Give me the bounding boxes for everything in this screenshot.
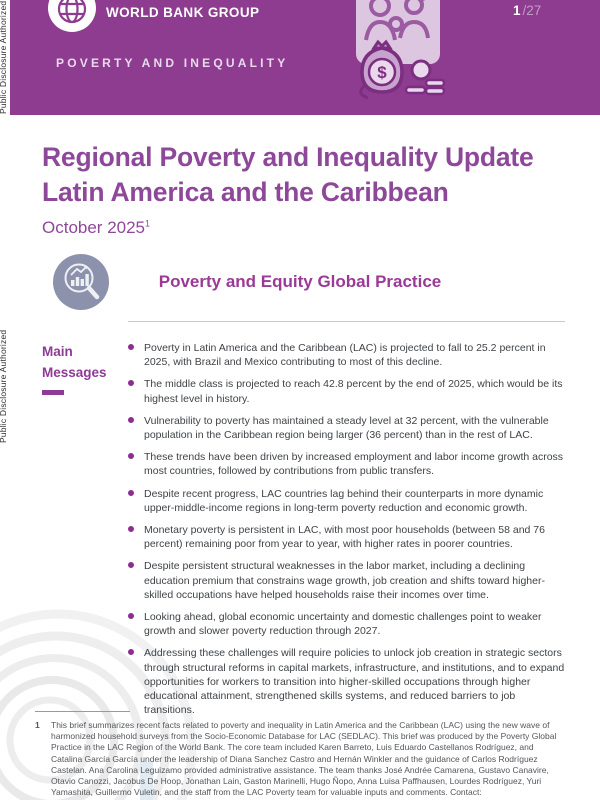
bullet-ring-icon [128, 649, 134, 656]
contact-email-link[interactable]: lac_stats@worldbank.org [51, 798, 147, 800]
bullet-ring-icon [128, 344, 134, 350]
list-item: Looking ahead, global economic uncertain… [128, 610, 566, 638]
footnote-number: 1 [35, 720, 40, 730]
date-footnote-marker: 1 [145, 218, 151, 229]
footnote-divider [35, 711, 130, 712]
report-date: October 20251 [42, 218, 151, 237]
lac-equity-lab-link[interactable]: LAC Equity Lab [367, 798, 426, 800]
poverty-family-money-icon: $ [356, 0, 446, 100]
magnifier-chart-icon [53, 254, 109, 310]
report-title: Regional Poverty and Inequality Update L… [42, 140, 582, 210]
list-item: Monetary poverty is persistent in LAC, w… [128, 523, 566, 551]
page-number-total: /27 [522, 3, 542, 18]
footnote-text: This brief summarizes recent facts relat… [51, 720, 567, 800]
world-bank-logo-icon [48, 0, 96, 32]
bullet-ring-icon [128, 562, 134, 569]
svg-text:$: $ [377, 63, 387, 82]
page-number: 1/27 [513, 3, 541, 18]
bullet-ring-icon [128, 489, 134, 496]
list-item: Despite recent progress, LAC countries l… [128, 487, 566, 515]
list-item: Poverty in Latin America and the Caribbe… [128, 341, 566, 369]
practice-heading: Poverty and Equity Global Practice [158, 272, 442, 291]
blue-strip-decoration [140, 762, 153, 800]
bullet-ring-icon [128, 453, 134, 460]
swirl-watermark [0, 609, 197, 800]
bullet-ring-icon [128, 526, 134, 533]
footnote: 1 This brief summarizes recent facts rel… [35, 720, 567, 800]
header-band: WORLD BANK GROUP POVERTY AND INEQUALITY … [10, 0, 600, 115]
report-title-line2: Latin America and the Caribbean [42, 177, 449, 207]
page-number-current: 1 [513, 3, 521, 18]
list-item: The middle class is projected to reach 4… [128, 377, 566, 405]
world-bank-group-wordmark: WORLD BANK GROUP [106, 5, 260, 20]
list-item: Vulnerability to poverty has maintained … [128, 414, 566, 442]
public-disclosure-label-top: Public Disclosure Authorized [0, 0, 8, 114]
main-messages-dash [42, 390, 64, 395]
bullet-ring-icon [128, 416, 134, 423]
bullet-ring-icon [128, 380, 134, 387]
public-disclosure-label-middle: Public Disclosure Authorized [0, 329, 8, 443]
bullet-ring-icon [128, 613, 134, 620]
section-divider [128, 321, 565, 322]
main-messages-label: Main Messages [42, 341, 107, 395]
main-messages-list: Poverty in Latin America and the Caribbe… [128, 341, 566, 725]
list-item: These trends have been driven by increas… [128, 450, 566, 478]
series-label: POVERTY AND INEQUALITY [56, 56, 289, 70]
list-item: Addressing these challenges will require… [128, 646, 566, 717]
list-item: Despite persistent structural weaknesses… [128, 559, 566, 602]
report-title-line1: Regional Poverty and Inequality Update [42, 142, 534, 172]
